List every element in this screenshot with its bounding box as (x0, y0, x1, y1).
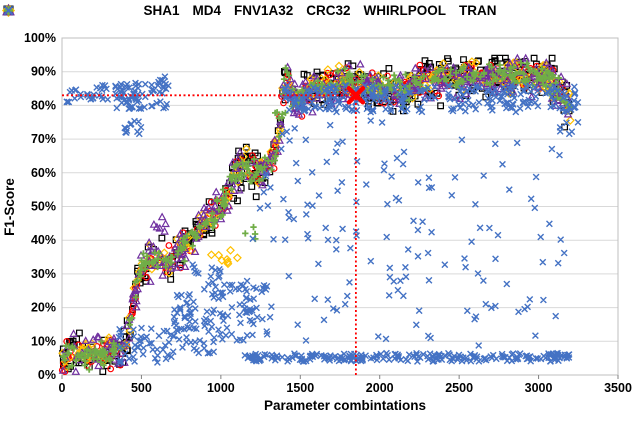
y-tick-label: 90% (31, 65, 56, 79)
diamond-icon (1, 3, 16, 18)
x-tick-label: 3500 (604, 381, 632, 395)
axes: 0% 10% 20% 30% 40% 50% 60% 70% 80% 90% 100% 0 500 100… (24, 31, 632, 395)
x-axis-title: Parameter combintations (264, 398, 426, 413)
y-axis-title: F1-Score (2, 178, 17, 236)
x-tick-label: 3000 (525, 381, 553, 395)
series-tran-points (63, 73, 582, 366)
legend-label: MD4 (192, 3, 221, 18)
legend-label: FNV1A32 (233, 3, 294, 18)
annotation-layer (62, 86, 366, 375)
y-tick-label: 10% (31, 334, 56, 348)
annotation-x-marker (346, 86, 366, 105)
y-tick-label: 70% (31, 132, 56, 146)
x-icon (3, 5, 14, 16)
y-tick-label: 40% (31, 233, 56, 247)
y-tick-label: 50% (31, 200, 56, 214)
legend-label: CRC32 (306, 3, 351, 18)
y-tick-label: 30% (31, 267, 56, 281)
x-tick-label: 1500 (286, 381, 314, 395)
plot-border (61, 37, 619, 376)
y-tick-label: 0% (38, 368, 56, 382)
x-tick-label: 0 (59, 381, 66, 395)
x-tick-label: 2500 (445, 381, 473, 395)
y-tick-label: 60% (31, 166, 56, 180)
x-tick-label: 2000 (366, 381, 394, 395)
series-layer (58, 53, 582, 375)
x-tick-label: 500 (131, 381, 152, 395)
y-tick-label: 100% (24, 31, 56, 45)
legend-item-tran: TRAN (3, 3, 497, 18)
y-tick-label: 80% (31, 98, 56, 112)
legend-label: TRAN (459, 3, 497, 18)
chart-legend: SHA1 MD4 FNV1A32 CRC32 WHIRLPOOL TRAN (0, 3, 640, 18)
legend-label: SHA1 (143, 3, 180, 18)
x-tick-label: 1000 (207, 381, 235, 395)
y-tick-label: 20% (31, 301, 56, 315)
legend-item-fnv1a32: FNV1A32 (1, 3, 294, 18)
legend-label: WHIRLPOOL (363, 3, 447, 18)
